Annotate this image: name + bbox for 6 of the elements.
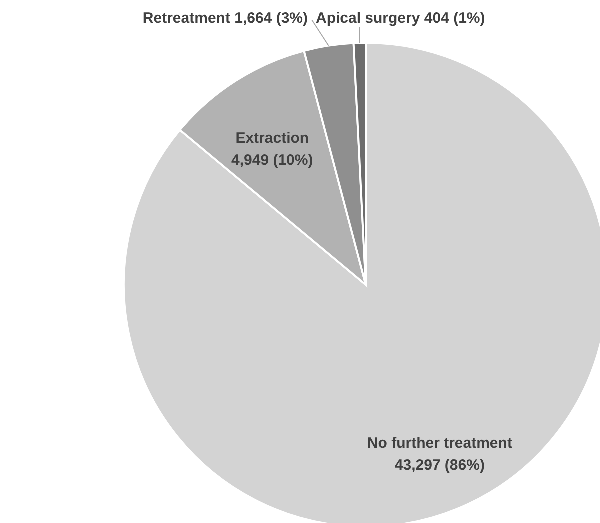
data-label: 4,949 (10%) bbox=[232, 152, 314, 170]
slice-label: Apical surgery 404 (1%) bbox=[316, 10, 486, 27]
slice-label: Extraction bbox=[236, 130, 310, 148]
data-label: 43,297 (86%) bbox=[394, 456, 485, 474]
slice-label: Retreatment 1,664 (3%) bbox=[142, 10, 308, 27]
slice-label: No further treatment bbox=[367, 434, 512, 452]
